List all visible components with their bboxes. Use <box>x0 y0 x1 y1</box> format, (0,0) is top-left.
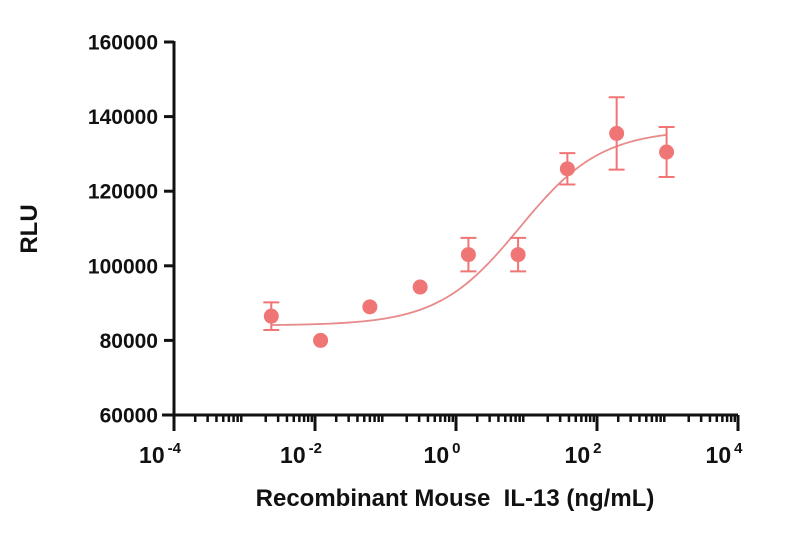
x-tick-base: 10 <box>706 442 732 468</box>
data-point <box>362 299 378 315</box>
x-tick-label: 10 0 <box>424 440 461 468</box>
fit-curve-layer <box>271 133 667 326</box>
x-tick-label: 10 -4 <box>139 440 182 468</box>
x-tick-label: 10 -2 <box>280 440 322 468</box>
x-tick-base: 10 <box>424 442 450 468</box>
x-tick-base: 10 <box>139 442 165 468</box>
x-tick-exponent: 4 <box>734 440 743 457</box>
y-tick-label: 60000 <box>100 405 158 428</box>
x-tick-exponent: -2 <box>309 440 322 457</box>
data-point <box>313 332 329 348</box>
data-point <box>659 144 675 160</box>
data-point <box>460 247 476 263</box>
x-tick-exponent: 0 <box>452 440 460 457</box>
x-tick-base: 10 <box>565 442 591 468</box>
y-tick-label: 120000 <box>88 181 158 204</box>
x-tick-exponent: -4 <box>168 440 182 457</box>
x-tick-label: 10 2 <box>565 440 602 468</box>
fit-curve <box>271 133 667 326</box>
data-point <box>412 279 428 295</box>
y-tick-label: 160000 <box>88 32 158 55</box>
y-tick-label: 140000 <box>88 106 158 129</box>
data-points-layer <box>263 125 675 348</box>
data-point <box>510 247 526 263</box>
y-tick-label: 100000 <box>88 255 158 278</box>
x-tick-base: 10 <box>280 442 306 468</box>
y-axis-title: RLU <box>16 204 43 253</box>
x-axis-title: Recombinant Mouse IL-13 (ng/mL) <box>256 485 655 512</box>
data-point <box>609 125 625 141</box>
x-tick-exponent: 2 <box>593 440 601 457</box>
data-point <box>263 308 279 324</box>
data-point <box>559 161 575 177</box>
y-tick-label: 80000 <box>100 330 158 353</box>
x-tick-label: 10 4 <box>706 440 744 468</box>
